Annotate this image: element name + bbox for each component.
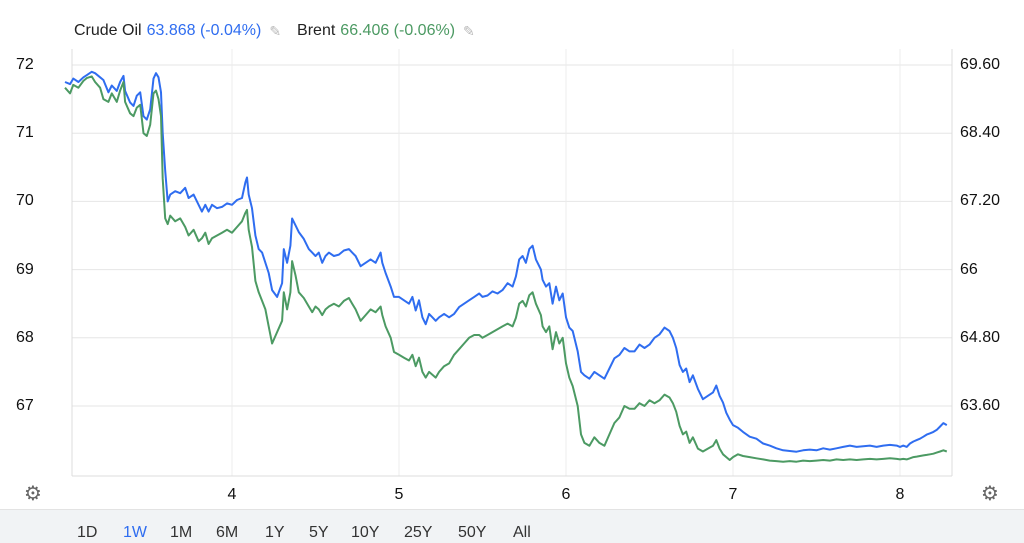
gear-icon[interactable]: ⚙ [24,483,42,505]
x-tick-label: 4 [227,486,237,503]
y-tick-label-right: 68.40 [960,124,1001,142]
range-button-6m[interactable]: 6M [216,524,239,541]
series-line-brent [64,75,948,463]
legend-crude-oil-name: Crude Oil [74,22,142,39]
chart-legend: Crude Oil 63.868 (-0.04%) ✎ Brent 66.406… [74,22,491,40]
y-tick-label-left: 67 [16,397,34,414]
range-button-10y[interactable]: 10Y [351,524,380,541]
y-tick-label-right: 64.80 [960,328,1001,346]
range-button-1m[interactable]: 1M [170,524,193,541]
y-tick-label-left: 71 [16,124,34,142]
gear-icon[interactable]: ⚙ [981,483,999,505]
range-button-25y[interactable]: 25Y [404,524,433,541]
pencil-icon[interactable]: ✎ [463,22,475,39]
range-button-1w[interactable]: 1W [123,524,147,541]
range-button-1y[interactable]: 1Y [265,524,285,541]
range-button-all[interactable]: All [513,524,531,541]
pencil-icon[interactable]: ✎ [269,22,282,39]
y-tick-label-left: 69 [16,260,34,278]
y-tick-label-right: 67.20 [960,192,1001,210]
legend-brent-value: 66.406 (-0.06%) [340,22,456,39]
x-tick-label: 6 [561,486,571,503]
range-button-5y[interactable]: 5Y [309,524,329,541]
range-button-1d[interactable]: 1D [77,524,98,541]
legend-brent-name: Brent [297,22,336,39]
y-tick-label-left: 72 [16,56,34,73]
x-tick-label: 5 [394,486,404,503]
range-button-50y[interactable]: 50Y [458,524,487,541]
y-tick-label-left: 70 [16,192,34,210]
y-tick-label-left: 68 [16,328,34,346]
range-selector: 1D 1W 1M 6M 1Y 5Y 10Y 25Y 50Y All [0,509,1024,543]
legend-crude-oil-value: 63.868 (-0.04%) [146,22,262,39]
y-tick-label-right: 63.60 [960,397,1001,414]
x-tick-label: 7 [728,486,738,503]
x-tick-label: 8 [895,486,905,503]
y-tick-label-right: 66 [960,260,978,278]
y-tick-label-right: 69.60 [960,56,1001,73]
series-line-crude-oil [64,70,948,453]
